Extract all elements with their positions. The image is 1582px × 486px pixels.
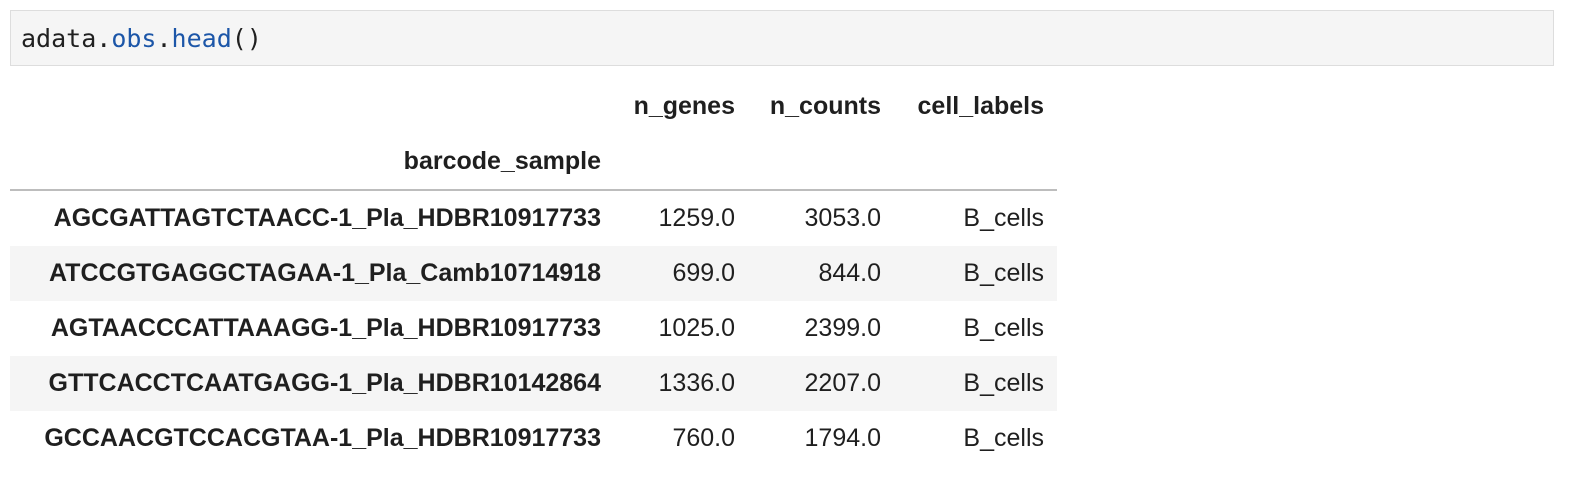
- index-name-header: barcode_sample: [10, 134, 614, 191]
- table-row: ATCCGTGAGGCTAGAA-1_Pla_Camb10714918 699.…: [10, 246, 1057, 301]
- code-dot: .: [156, 23, 172, 53]
- table-row: AGTAACCCATTAAAGG-1_Pla_HDBR10917733 1025…: [10, 301, 1057, 356]
- table-row: AGCGATTAGTCTAACC-1_Pla_HDBR10917733 1259…: [10, 190, 1057, 246]
- column-header-n-counts: n_counts: [769, 92, 881, 120]
- cell-n-genes: 760.0: [672, 424, 735, 452]
- table-header-row: n_genes n_counts cell_labels: [10, 79, 1057, 134]
- table-index-name-row: barcode_sample: [10, 134, 1057, 191]
- cell-n-genes: 1336.0: [658, 369, 735, 397]
- code-object: adata: [21, 23, 97, 53]
- dataframe-output-table: n_genes n_counts cell_labels barcode_sam…: [10, 79, 1057, 466]
- header-blank-cell: [614, 134, 748, 191]
- header-blank-cell: [748, 134, 894, 191]
- cell-n-counts: 2399.0: [804, 314, 881, 342]
- code-method: head: [171, 23, 232, 53]
- cell-n-genes: 1025.0: [658, 314, 735, 342]
- cell-cell-labels: B_cells: [963, 204, 1044, 232]
- cell-cell-labels: B_cells: [963, 259, 1044, 287]
- code-cell-input[interactable]: adata. obs. head(): [10, 10, 1554, 66]
- cell-cell-labels: B_cells: [963, 369, 1044, 397]
- table-row: GCCAACGTCCACGTAA-1_Pla_HDBR10917733 760.…: [10, 411, 1057, 466]
- cell-n-counts: 1794.0: [804, 424, 881, 452]
- column-header-n-genes: n_genes: [633, 92, 735, 120]
- header-blank-cell: [10, 79, 614, 134]
- code-call-parens: (): [231, 23, 262, 53]
- cell-n-genes: 1259.0: [658, 204, 735, 232]
- column-header-cell-labels: cell_labels: [917, 92, 1044, 120]
- code-attribute: obs: [111, 23, 157, 53]
- table-row: GTTCACCTCAATGAGG-1_Pla_HDBR10142864 1336…: [10, 356, 1057, 411]
- cell-cell-labels: B_cells: [963, 314, 1044, 342]
- code-dot: .: [96, 23, 112, 53]
- row-index-label: GTTCACCTCAATGAGG-1_Pla_HDBR10142864: [48, 369, 601, 397]
- row-index-label: ATCCGTGAGGCTAGAA-1_Pla_Camb10714918: [48, 259, 601, 287]
- cell-cell-labels: B_cells: [963, 424, 1044, 452]
- row-index-label: AGTAACCCATTAAAGG-1_Pla_HDBR10917733: [50, 314, 601, 342]
- header-blank-cell: [894, 134, 1057, 191]
- row-index-label: GCCAACGTCCACGTAA-1_Pla_HDBR10917733: [44, 424, 601, 452]
- cell-n-genes: 699.0: [672, 259, 735, 287]
- cell-n-counts: 2207.0: [804, 369, 881, 397]
- cell-n-counts: 3053.0: [804, 204, 881, 232]
- cell-n-counts: 844.0: [818, 259, 881, 287]
- row-index-label: AGCGATTAGTCTAACC-1_Pla_HDBR10917733: [53, 204, 601, 232]
